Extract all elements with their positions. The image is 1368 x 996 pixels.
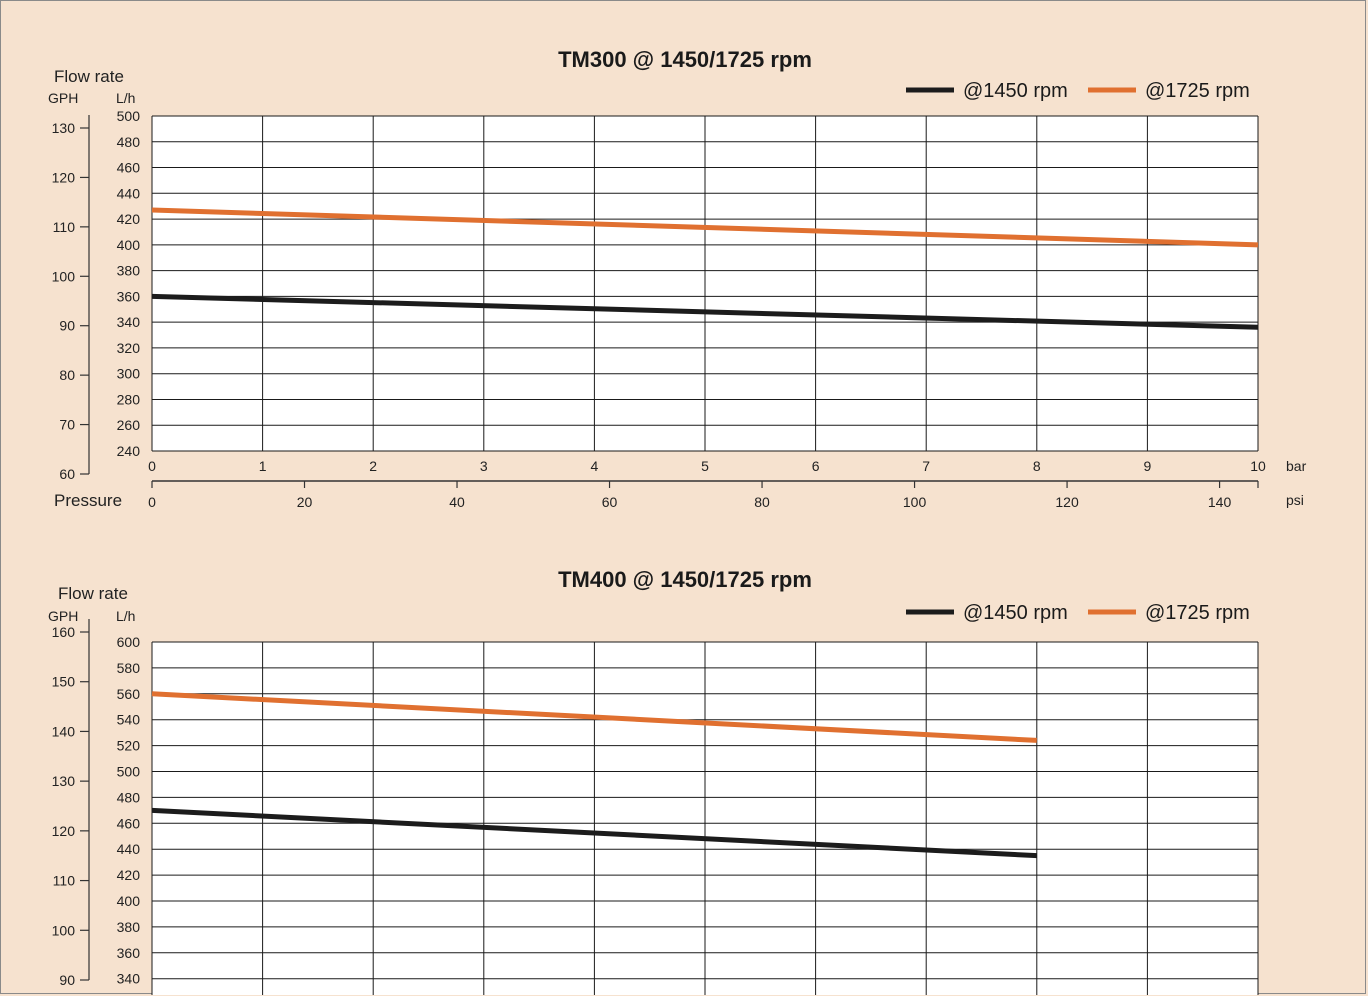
chart1-legend-label-1450: @1450 rpm	[963, 80, 1068, 102]
chart1-bar-tick-label: 0	[148, 458, 156, 474]
chart2-lh-tick-label: 360	[117, 945, 141, 961]
chart2-lh-tick-label: 600	[117, 634, 141, 650]
chart2-gph-tick-label: 130	[52, 773, 76, 789]
chart2-flow-rate-label: Flow rate	[58, 584, 128, 603]
chart1-bar-tick-label: 9	[1144, 458, 1152, 474]
chart2-lh-tick-label: 440	[117, 841, 141, 857]
chart1-bar-tick-label: 6	[812, 458, 820, 474]
chart1-gph-tick-label: 100	[52, 268, 76, 284]
chart1-bar-tick-label: 10	[1250, 458, 1266, 474]
chart1-lh-tick-label: 340	[117, 314, 141, 330]
chart1-psi-tick-label: 140	[1208, 494, 1232, 510]
chart1-gph-tick-label: 60	[59, 466, 75, 482]
chart2-lh-tick-label: 560	[117, 686, 141, 702]
chart1-bar-tick-label: 1	[259, 458, 267, 474]
chart1-flow-rate-label: Flow rate	[54, 67, 124, 86]
chart1-lh-tick-label: 480	[117, 134, 141, 150]
chart2-gph-tick-label: 120	[52, 823, 76, 839]
chart2-gph-tick-label: 160	[52, 624, 76, 640]
chart2-lh-tick-label: 380	[117, 919, 141, 935]
chart1-gph-tick-label: 80	[59, 367, 75, 383]
chart2-lh-tick-label: 540	[117, 712, 141, 728]
chart1-lh-tick-label: 300	[117, 366, 141, 382]
chart-marks: 2402602803003203403603804004204404604805…	[52, 108, 1266, 995]
chart1-psi-tick-label: 100	[903, 494, 927, 510]
chart1-gph-label: GPH	[48, 90, 78, 106]
chart2-series-line-1725	[151, 691, 1037, 743]
chart2-title: TM400 @ 1450/1725 rpm	[558, 567, 812, 592]
chart1-gph-tick-label: 130	[52, 120, 76, 136]
chart1-lh-tick-label: 460	[117, 160, 141, 176]
chart1-bar-tick-label: 5	[701, 458, 709, 474]
chart1-lh-tick-label: 440	[117, 185, 141, 201]
chart1-psi-tick-label: 20	[297, 494, 313, 510]
chart1-lh-tick-label: 260	[117, 417, 141, 433]
chart2-gph-tick-label: 100	[52, 922, 76, 938]
chart2-gph-tick-label: 150	[52, 674, 76, 690]
chart1-psi-unit: psi	[1286, 492, 1304, 508]
chart1-bar-tick-label: 7	[922, 458, 930, 474]
chart1-lh-tick-label: 500	[117, 108, 141, 124]
chart1-lh-tick-label: 380	[117, 263, 141, 279]
chart1-bar-tick-label: 4	[591, 458, 599, 474]
chart1-psi-tick-label: 80	[754, 494, 770, 510]
chart1-legend-label-1725: @1725 rpm	[1145, 80, 1250, 102]
chart1-lh-tick-label: 320	[117, 340, 141, 356]
chart2-lh-tick-label: 460	[117, 815, 141, 831]
chart2-gph-tick-label: 140	[52, 723, 76, 739]
chart1-gph-tick-label: 120	[52, 169, 76, 185]
chart1-bar-tick-label: 3	[480, 458, 488, 474]
chart2-lh-tick-label: 580	[117, 660, 141, 676]
chart1-psi-tick-label: 40	[449, 494, 465, 510]
chart1-lh-tick-label: 280	[117, 391, 141, 407]
chart2-legend-label-1450: @1450 rpm	[963, 602, 1068, 624]
chart1-psi-tick-label: 60	[602, 494, 618, 510]
chart2-lh-tick-label: 500	[117, 764, 141, 780]
chart1-gph-tick-label: 90	[59, 318, 75, 334]
chart2-lh-tick-label: 480	[117, 789, 141, 805]
chart2-lh-tick-label: 340	[117, 971, 141, 987]
chart1-psi-tick-label: 0	[148, 494, 156, 510]
chart1-lh-tick-label: 400	[117, 237, 141, 253]
chart2-lh-label: L/h	[116, 608, 135, 624]
chart1-title: TM300 @ 1450/1725 rpm	[558, 47, 812, 72]
chart1-psi-tick-label: 120	[1055, 494, 1079, 510]
chart1-bar-tick-label: 2	[369, 458, 377, 474]
chart2-gph-tick-label: 90	[59, 972, 75, 988]
chart1-series-line-1725	[151, 207, 1259, 248]
chart2-lh-tick-label: 420	[117, 867, 141, 883]
chart2-lh-tick-label: 520	[117, 738, 141, 754]
chart2-gph-tick-label: 110	[53, 873, 76, 889]
chart1-gph-tick-label: 70	[59, 417, 75, 433]
chart1-series-line-1450	[151, 293, 1259, 330]
chart1-pressure-label: Pressure	[54, 491, 122, 510]
chart1-bar-tick-label: 8	[1033, 458, 1041, 474]
chart2-lh-tick-label: 400	[117, 893, 141, 909]
chart2-series-line-1450	[151, 807, 1037, 859]
chart2-gph-label: GPH	[48, 608, 78, 624]
chart1-lh-tick-label: 360	[117, 288, 141, 304]
chart1-bar-unit: bar	[1286, 458, 1307, 474]
chart1-lh-tick-label: 420	[117, 211, 141, 227]
chart1-lh-label: L/h	[116, 90, 135, 106]
chart1-lh-tick-label: 240	[117, 443, 141, 459]
chart1-gph-tick-label: 110	[53, 219, 76, 235]
chart2-legend-label-1725: @1725 rpm	[1145, 602, 1250, 624]
